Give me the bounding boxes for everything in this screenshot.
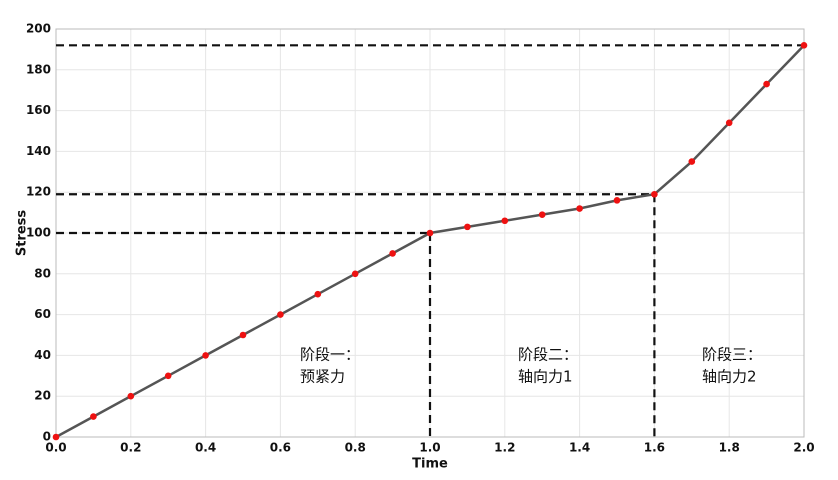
- x-axis-title: Time: [412, 457, 448, 472]
- data-point: [389, 250, 396, 257]
- y-tick-label: 60: [34, 307, 51, 321]
- y-tick-label: 160: [26, 103, 51, 117]
- data-point: [314, 290, 322, 298]
- data-point: [277, 311, 284, 318]
- data-point: [426, 229, 434, 237]
- data-point: [164, 372, 172, 380]
- x-tick-label: 1.8: [719, 441, 740, 455]
- data-point: [688, 158, 696, 165]
- annotation: 轴向力1: [518, 368, 573, 386]
- y-tick-label: 180: [26, 62, 51, 76]
- x-tick-label: 0.8: [345, 441, 366, 455]
- y-tick-label: 40: [34, 348, 51, 362]
- y-tick-label: 20: [34, 389, 51, 403]
- annotation: 预紧力: [300, 368, 345, 386]
- data-point: [763, 80, 770, 88]
- data-point: [464, 223, 471, 231]
- data-point: [127, 392, 135, 400]
- data-point: [90, 413, 97, 420]
- x-tick-label: 1.0: [419, 441, 440, 455]
- data-point: [239, 331, 247, 339]
- y-tick-label: 100: [26, 226, 51, 240]
- data-point: [351, 270, 359, 278]
- data-point: [613, 197, 621, 204]
- x-tick-label: 0.6: [270, 441, 291, 455]
- data-point: [202, 352, 209, 359]
- y-axis-title: Stress: [15, 210, 30, 257]
- annotation: 阶段三：: [702, 346, 762, 364]
- data-point: [651, 190, 658, 198]
- data-point: [800, 42, 808, 49]
- y-tick-label: 140: [26, 144, 51, 158]
- data-point: [725, 119, 733, 127]
- annotation: 轴向力2: [702, 368, 757, 386]
- y-tick-label: 120: [26, 185, 51, 199]
- x-tick-label: 1.2: [494, 441, 515, 455]
- y-tick-label: 0: [43, 430, 51, 444]
- x-tick-label: 1.6: [644, 441, 665, 455]
- annotation: 阶段一：: [300, 346, 360, 364]
- data-point: [538, 211, 546, 218]
- x-tick-label: 0.4: [195, 441, 216, 455]
- data-point: [52, 433, 60, 441]
- data-point: [501, 217, 509, 225]
- annotation: 阶段二：: [518, 346, 578, 364]
- data-point: [576, 205, 583, 212]
- x-tick-label: 2.0: [793, 441, 814, 455]
- x-tick-label: 1.4: [569, 441, 590, 455]
- y-tick-label: 200: [26, 22, 51, 36]
- y-tick-label: 80: [34, 266, 51, 280]
- x-tick-label: 0.0: [45, 441, 66, 455]
- x-tick-label: 0.2: [120, 441, 141, 455]
